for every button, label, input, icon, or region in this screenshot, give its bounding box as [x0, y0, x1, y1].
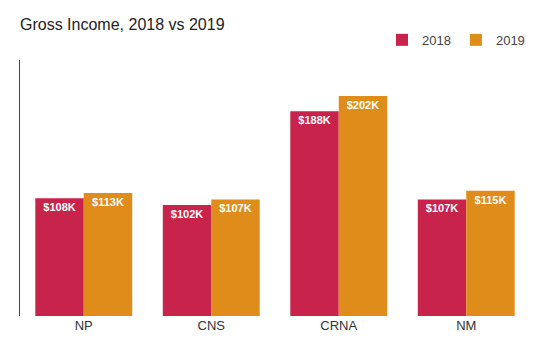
svg-text:2019: 2019 [496, 33, 525, 48]
svg-text:CRNA: CRNA [320, 318, 357, 333]
svg-text:CNS: CNS [198, 318, 226, 333]
svg-text:$202K: $202K [347, 99, 379, 111]
svg-text:Gross Income, 2018 vs 2019: Gross Income, 2018 vs 2019 [20, 16, 225, 33]
svg-text:2018: 2018 [422, 33, 451, 48]
svg-text:$102K: $102K [171, 208, 203, 220]
svg-text:$115K: $115K [475, 194, 507, 206]
svg-text:$113K: $113K [92, 196, 124, 208]
svg-text:NM: NM [456, 318, 476, 333]
svg-text:$107K: $107K [426, 202, 458, 214]
svg-text:$107K: $107K [219, 202, 251, 214]
svg-text:$108K: $108K [43, 201, 75, 213]
svg-text:NP: NP [75, 318, 93, 333]
svg-text:$188K: $188K [298, 114, 330, 126]
